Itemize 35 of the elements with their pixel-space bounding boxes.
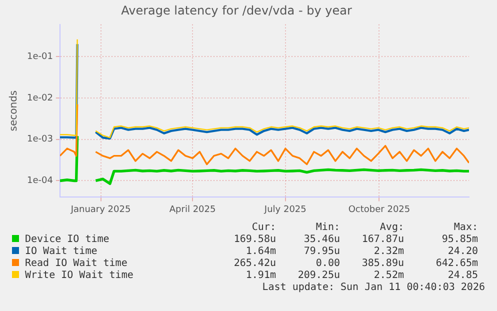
x-tick-label: October 2025 xyxy=(348,204,410,215)
text: Avg: xyxy=(378,222,404,234)
x-tick-label: July 2025 xyxy=(263,204,306,215)
text: 265.42u xyxy=(232,258,276,270)
text: 209.25u xyxy=(296,270,340,282)
text: 2.32m xyxy=(372,246,404,258)
text: Last update: Sun Jan 11 00:40:03 2026 xyxy=(262,282,485,293)
text: 2.52m xyxy=(372,270,404,282)
legend-label: Write IO Wait time xyxy=(24,270,134,282)
text: 95.85m xyxy=(440,234,478,246)
y-tick-label: 1e-03 xyxy=(26,134,53,145)
x-tick-label: April 2025 xyxy=(169,204,216,215)
legend-label: Read IO Wait time xyxy=(24,258,128,270)
text: Max: xyxy=(452,222,478,234)
text: 1.64m xyxy=(244,246,276,258)
text: Min: xyxy=(314,222,340,234)
text: 79.95u xyxy=(302,246,340,258)
text: 24.20 xyxy=(446,246,478,258)
legend-label: Device IO time xyxy=(24,234,110,246)
y-tick-label: 1e-04 xyxy=(26,176,54,186)
text: 167.87u xyxy=(360,234,404,246)
legend-label: IO Wait time xyxy=(24,246,98,258)
text: 0.00 xyxy=(314,258,340,270)
text: 24.85 xyxy=(446,270,478,282)
text: 385.89u xyxy=(360,258,404,270)
y-tick-label: 1e-02 xyxy=(26,93,53,104)
chart-title: Average latency for /dev/vda - by year xyxy=(121,3,352,18)
x-tick-label: January 2025 xyxy=(70,204,131,215)
text: Cur: xyxy=(250,222,276,234)
text: 169.58u xyxy=(232,234,276,246)
text: 35.46u xyxy=(302,234,340,246)
text: 1.91m xyxy=(244,270,276,282)
text: 642.65m xyxy=(434,258,478,270)
y-tick-label: 1e-01 xyxy=(26,52,53,62)
y-axis-title: seconds xyxy=(8,90,20,132)
